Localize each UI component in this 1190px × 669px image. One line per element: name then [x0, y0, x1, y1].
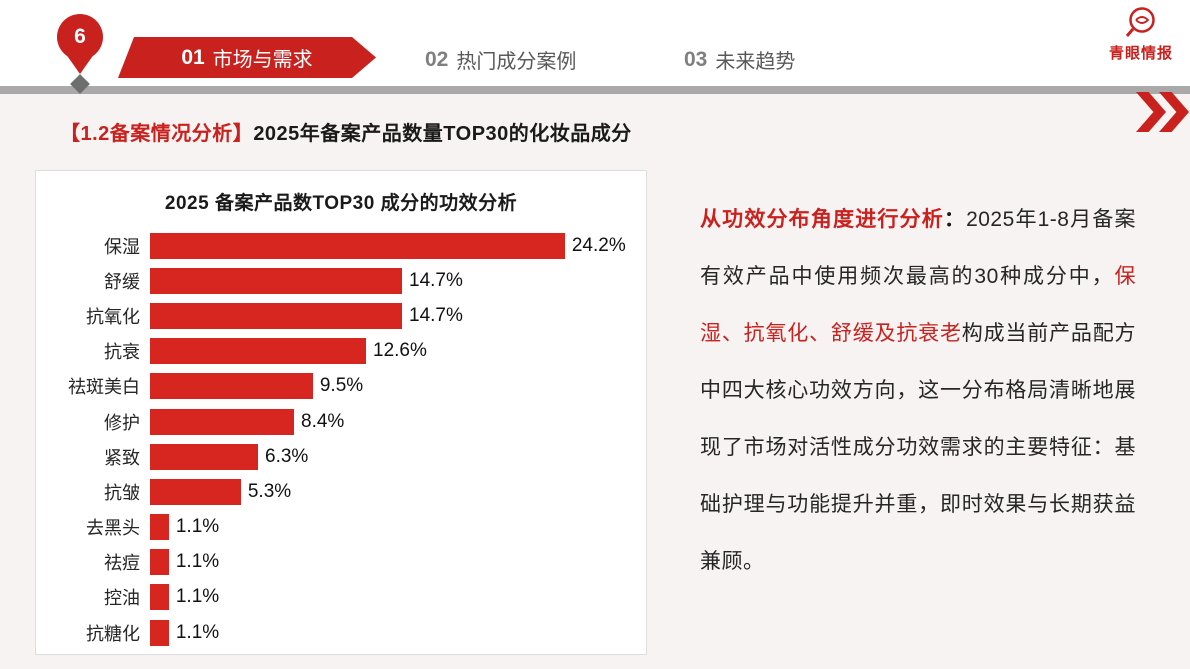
- bar-track: 5.3%: [150, 478, 630, 505]
- chart-row: 去黑头 1.1%: [46, 510, 630, 545]
- chart-row: 修护 8.4%: [46, 404, 630, 439]
- bar-value-label: 1.1%: [175, 516, 220, 538]
- bar-value-label: 1.1%: [175, 621, 220, 643]
- bar: [150, 514, 169, 541]
- category-label: 修护: [104, 412, 140, 433]
- bar-track: 14.7%: [150, 302, 630, 329]
- bar-track: 8.4%: [150, 408, 630, 435]
- analysis-body-before: 2025年1-8月备案有效产品中使用频次最高的30种成分中，: [700, 208, 1136, 288]
- category-label: 紧致: [104, 447, 140, 468]
- chart-row: 紧致 6.3%: [46, 439, 630, 474]
- bar-value-label: 24.2%: [571, 234, 626, 256]
- tab-label: 未来趋势: [715, 51, 796, 73]
- page-title-text: 2025年备案产品数量TOP30的化妆品成分: [253, 123, 632, 145]
- bar-track: 1.1%: [150, 549, 630, 576]
- tab-number: 01: [181, 45, 205, 69]
- magnifier-eye-icon: [1125, 7, 1155, 37]
- bar-value-label: 14.7%: [409, 304, 463, 326]
- bar-value-label: 8.4%: [301, 410, 345, 432]
- bar: [150, 302, 402, 329]
- category-label: 抗皱: [104, 482, 140, 503]
- bar: [150, 408, 294, 435]
- chart-row: 抗衰 12.6%: [46, 334, 630, 369]
- bar-track: 1.1%: [150, 584, 630, 611]
- bar-track: 6.3%: [150, 443, 630, 470]
- bar-value-label: 1.1%: [175, 586, 220, 608]
- tab-label: 热门成分案例: [456, 51, 577, 73]
- bar-value-label: 12.6%: [373, 340, 427, 362]
- bar: [150, 338, 366, 365]
- page-title-section: 【1.2备案情况分析】: [60, 123, 254, 145]
- chart-row: 抗氧化 14.7%: [46, 298, 630, 333]
- analysis-lead: 从功效分布角度进行分析: [700, 208, 944, 231]
- tab-market-demand[interactable]: 01 市场与需求: [118, 37, 376, 78]
- chart-row: 抗糖化 1.1%: [46, 615, 630, 650]
- bar-track: 9.5%: [150, 373, 630, 400]
- category-label: 去黑头: [86, 518, 140, 539]
- brand-logo-text: 青眼情报: [1108, 45, 1173, 62]
- tab-number: 02: [425, 47, 449, 71]
- chart-title: 2025 备案产品数TOP30 成分的功效分析: [164, 193, 518, 214]
- chart-row: 控油 1.1%: [46, 580, 630, 615]
- brand-logo: 青眼情报: [1098, 5, 1184, 63]
- chart-row: 保湿 24.2%: [46, 228, 630, 263]
- bar-chart-panel: 2025 备案产品数TOP30 成分的功效分析 保湿 24.2% 舒缓 14.7% 抗氧…: [35, 170, 647, 655]
- chart-row: 祛痘 1.1%: [46, 545, 630, 580]
- bar-value-label: 5.3%: [247, 480, 292, 502]
- chart-row: 祛斑美白 9.5%: [46, 369, 630, 404]
- bar-track: 1.1%: [150, 514, 630, 541]
- bar-value-label: 1.1%: [175, 551, 220, 573]
- bar-track: 1.1%: [150, 619, 630, 646]
- analysis-colon: ：: [943, 208, 967, 231]
- bar-value-label: 6.3%: [265, 445, 309, 467]
- page-title: 【1.2备案情况分析】2025年备案产品数量TOP30的化妆品成分: [60, 117, 632, 146]
- bar-track: 24.2%: [150, 232, 630, 259]
- tab-number: 03: [684, 47, 708, 71]
- bar: [150, 373, 313, 400]
- tab-future-trends[interactable]: 03 未来趋势: [684, 45, 795, 74]
- bar-value-label: 9.5%: [319, 375, 364, 397]
- bar: [150, 619, 169, 646]
- tab-hot-ingredient-cases[interactable]: 02 热门成分案例: [425, 45, 576, 74]
- chart-row: 舒缓 14.7%: [46, 263, 630, 298]
- header-divider: [0, 86, 1190, 94]
- tab-label: 市场与需求: [212, 49, 313, 71]
- analysis-body-after: 构成当前产品配方中四大核心功效方向，这一分布格局清晰地展现了市场对活性成分功效需…: [700, 322, 1137, 573]
- bar-track: 14.7%: [150, 267, 630, 294]
- analysis-highlight: 保湿、抗氧化、舒缓及抗衰老: [700, 265, 1136, 345]
- bar: [150, 267, 402, 294]
- category-label: 祛痘: [104, 553, 140, 574]
- bar: [150, 232, 565, 259]
- bar: [150, 443, 258, 470]
- analysis-paragraph: 从功效分布角度进行分析：2025年1-8月备案有效产品中使用频次最高的30种成分…: [700, 191, 1136, 590]
- page-number: 6: [74, 25, 86, 48]
- category-label: 祛斑美白: [68, 377, 140, 398]
- chart-row: 抗皱 5.3%: [46, 474, 630, 509]
- category-label: 抗糖化: [86, 623, 140, 644]
- bar-track: 12.6%: [150, 338, 630, 365]
- category-label: 抗氧化: [86, 306, 140, 327]
- chevron-right-icon: [1136, 92, 1166, 132]
- category-label: 抗衰: [104, 342, 140, 363]
- bar: [150, 478, 241, 505]
- bar: [150, 584, 169, 611]
- category-label: 舒缓: [104, 271, 140, 292]
- double-chevron-icon: [1136, 92, 1189, 132]
- bar: [150, 549, 169, 576]
- bar-value-label: 14.7%: [409, 269, 463, 291]
- category-label: 控油: [104, 588, 140, 609]
- chart-rows: 保湿 24.2% 舒缓 14.7% 抗氧化 14.7% 抗衰 12.6% 祛斑美白 9.5% 修护 8…: [36, 228, 646, 650]
- category-label: 保湿: [104, 236, 140, 257]
- page-number-pin: 6: [57, 14, 103, 60]
